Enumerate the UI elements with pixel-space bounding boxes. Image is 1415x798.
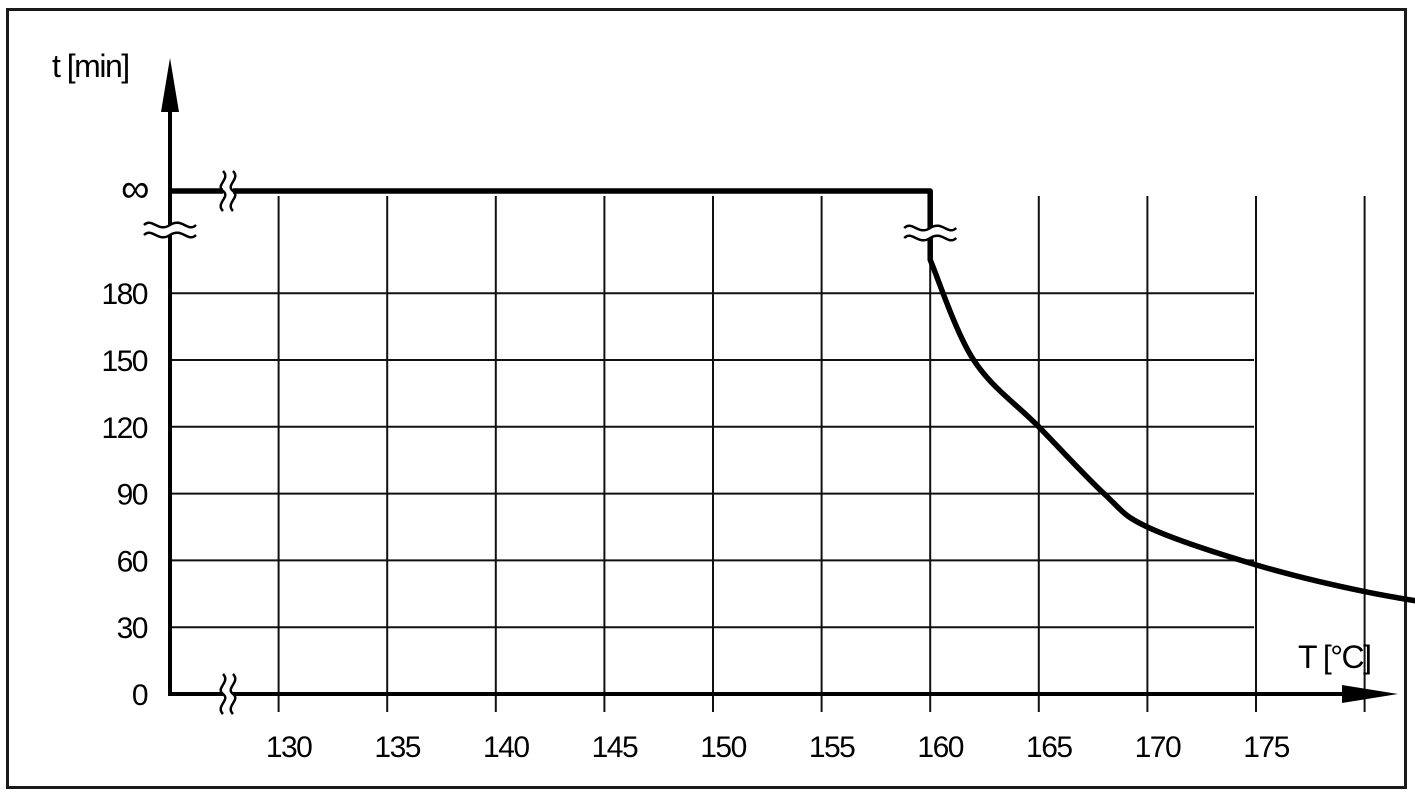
y-tick-infinity: ∞: [121, 167, 148, 211]
series-line: [170, 188, 1415, 604]
x-axis-arrow: [1342, 685, 1398, 703]
y-tick-labels: 0 30 60 90 120 150 180: [101, 278, 149, 712]
x-tick-label: 165: [1026, 731, 1072, 764]
y-tick-label: 120: [101, 412, 147, 445]
axes: [161, 58, 1398, 703]
y-tick-label: 90: [117, 479, 148, 512]
chart-frame: [6, 8, 1407, 789]
y-axis-title: t [min]: [52, 48, 129, 84]
break-mark-curve: [903, 224, 958, 242]
x-tick-label: 155: [809, 731, 855, 764]
x-tick-label: 130: [266, 731, 312, 764]
horizontal-gridlines: [170, 292, 1254, 629]
break-mark-x-axis: [219, 673, 237, 715]
break-mark-y-axis: [143, 221, 197, 239]
y-tick-label: 150: [101, 345, 147, 378]
x-axis-title: T [°C]: [1298, 639, 1371, 675]
x-tick-label: 170: [1135, 731, 1181, 764]
break-mark-top-line: [219, 170, 237, 212]
x-tick-label: 175: [1243, 731, 1289, 764]
vertical-gridlines: [277, 196, 1366, 712]
y-tick-label: 0: [132, 679, 148, 712]
y-tick-label: 60: [117, 545, 148, 578]
x-tick-label: 135: [374, 731, 420, 764]
y-tick-label: 180: [101, 278, 147, 311]
x-tick-label: 140: [483, 731, 529, 764]
y-tick-label: 30: [117, 612, 148, 645]
y-axis-arrow: [161, 58, 179, 112]
axis-break-marks: [143, 170, 958, 715]
x-tick-label: 160: [917, 731, 963, 764]
x-tick-labels: 130 135 140 145 150 155 160 165 170 175: [266, 731, 1291, 764]
x-tick-label: 150: [700, 731, 746, 764]
x-tick-label: 145: [592, 731, 638, 764]
